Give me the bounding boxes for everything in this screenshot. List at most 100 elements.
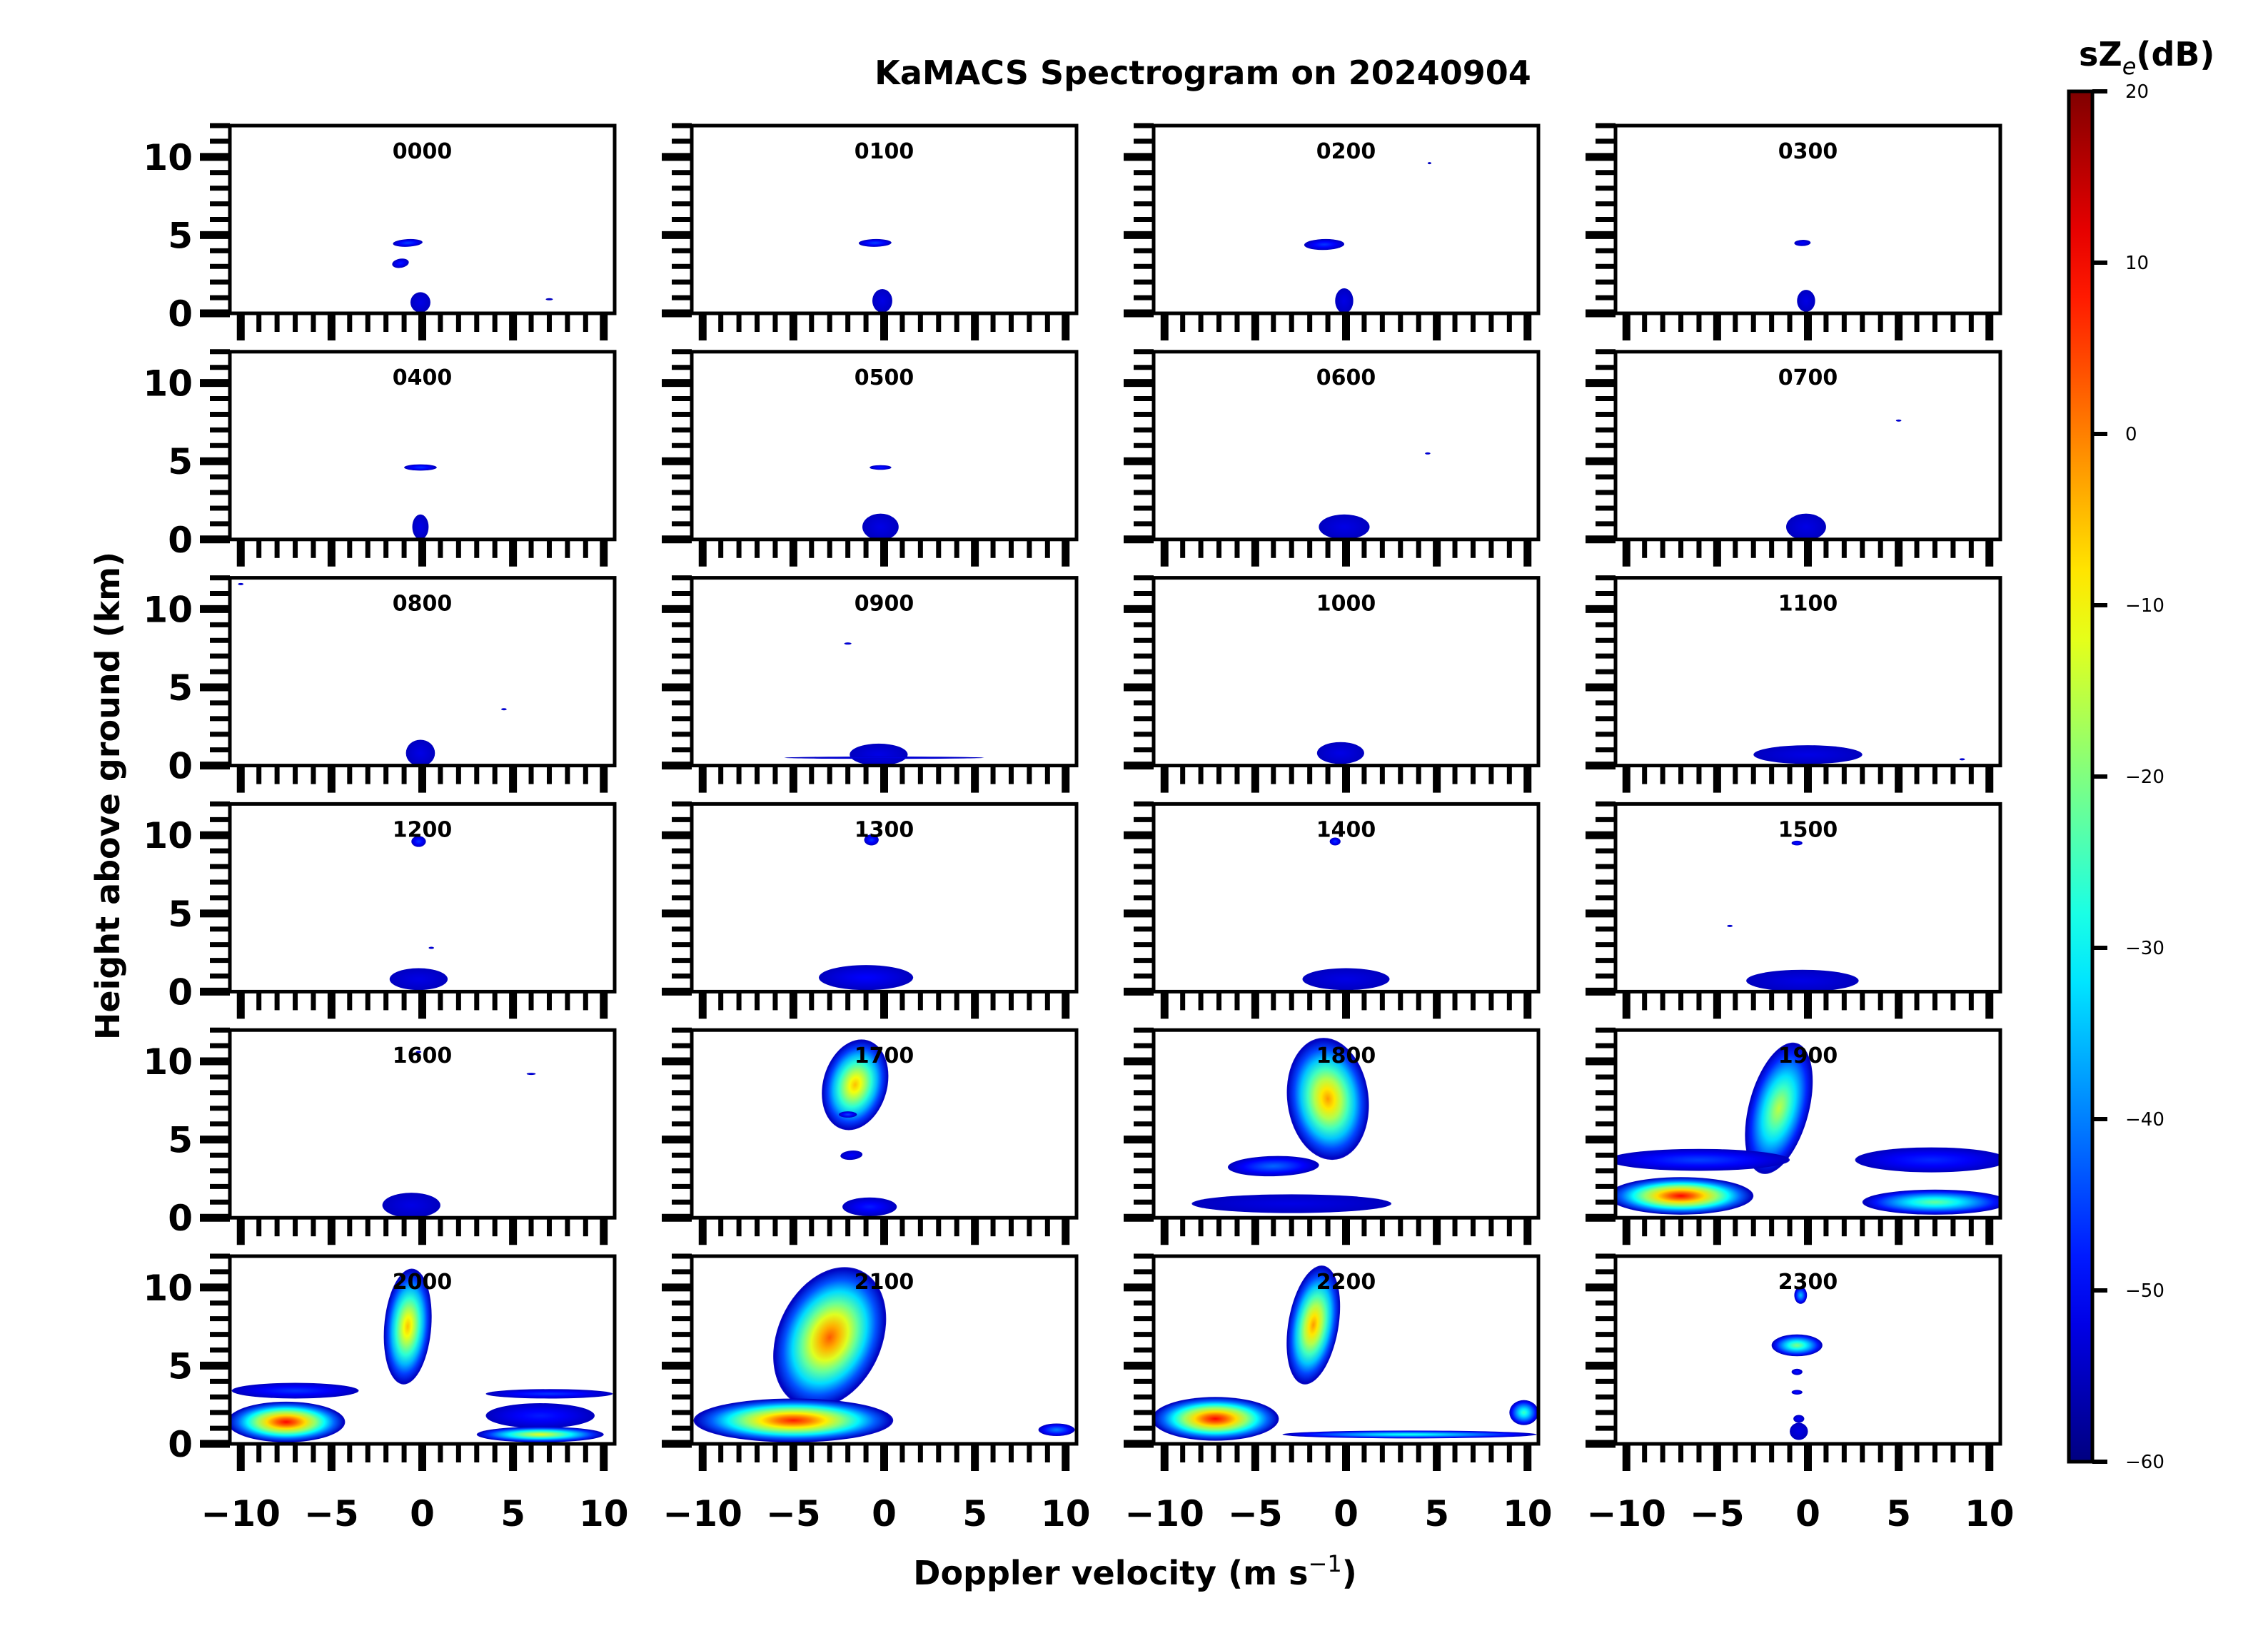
y-tick-label: 0 <box>168 1198 193 1239</box>
panel-1700: 1700 <box>662 1027 1079 1245</box>
x-tick-label: 0 <box>872 1493 897 1535</box>
echo-region <box>1335 288 1354 313</box>
colorbar-tick-label: −10 <box>2125 595 2164 617</box>
panel-time-label: 1800 <box>1316 1043 1376 1068</box>
echo-region <box>1509 1400 1538 1425</box>
panel-time-label: 2000 <box>393 1270 453 1295</box>
panel-echoes <box>862 465 899 540</box>
panel-background <box>230 1030 615 1218</box>
x-tick-label: −5 <box>1690 1493 1745 1535</box>
panel-time-label: 0300 <box>1778 139 1838 164</box>
colorbar: sZe(dB) 20 10 0 −10 −20 −30 −40 −50 −60 <box>2067 35 2214 1473</box>
x-axis-label-main: Doppler velocity (m s <box>913 1554 1308 1592</box>
panel-time-label: 1100 <box>1778 592 1838 617</box>
echo-region <box>485 1389 613 1399</box>
x-tick-label: 10 <box>1965 1493 2015 1535</box>
x-axis-label-superscript: −1 <box>1309 1550 1342 1577</box>
echo-region <box>1746 969 1859 992</box>
panel-time-label: 1900 <box>1778 1043 1838 1068</box>
x-tick-label: 10 <box>579 1493 629 1535</box>
echo-region <box>822 1039 889 1131</box>
echo-region <box>818 965 914 991</box>
echo-region <box>412 514 429 540</box>
panel-background <box>230 351 615 540</box>
echo-region <box>1790 1422 1808 1440</box>
x-axis-label: Doppler velocity (m s−1) <box>913 1550 1356 1592</box>
panel-time-label: 1500 <box>1778 817 1838 842</box>
panel-echoes <box>389 836 448 991</box>
panel-time-label: 1700 <box>855 1043 914 1068</box>
y-axis-label: Height above ground (km) <box>89 552 127 1040</box>
x-tick-label: −5 <box>1228 1493 1283 1535</box>
echo-region <box>1959 758 1965 761</box>
panel-1500: 1500 <box>1586 801 2002 1019</box>
echo-region <box>862 513 899 540</box>
panel-time-label: 1600 <box>393 1043 453 1068</box>
echo-region <box>784 756 984 759</box>
echo-region <box>501 708 507 711</box>
echo-region <box>872 289 892 313</box>
y-tick-label: 5 <box>168 1345 193 1387</box>
x-tick-label: 5 <box>500 1493 525 1535</box>
echo-region <box>1038 1423 1075 1437</box>
panel-1400: 1400 <box>1124 801 1541 1019</box>
x-tick-label: −10 <box>201 1493 281 1535</box>
echo-region <box>1316 742 1364 764</box>
panel-time-label: 0100 <box>855 139 914 164</box>
panel-0200: 0200 <box>1124 123 1541 340</box>
y-tick-label: 10 <box>143 589 193 630</box>
panel-1800: 1800 <box>1124 1027 1541 1245</box>
panel-time-label: 1400 <box>1316 817 1376 842</box>
echo-region <box>1616 1148 1790 1171</box>
x-tick-label: 10 <box>1041 1493 1091 1535</box>
echo-region <box>410 292 430 313</box>
panel-time-label: 2300 <box>1778 1270 1838 1295</box>
y-tick-label: 5 <box>168 894 193 935</box>
echo-region <box>1304 238 1345 251</box>
panel-echoes <box>1771 1286 1823 1440</box>
panel-1100: 1100 <box>1586 575 2002 793</box>
echo-region <box>383 1268 432 1385</box>
echo-region <box>231 1382 359 1399</box>
echo-region <box>1862 1189 2000 1215</box>
panel-time-label: 0000 <box>393 139 453 164</box>
panel-background <box>1154 351 1538 540</box>
echo-region <box>382 1193 440 1218</box>
panel-time-label: 0400 <box>393 365 453 390</box>
y-tick-label: 5 <box>168 667 193 709</box>
colorbar-tick-label: −30 <box>2125 938 2164 959</box>
panel-background <box>1616 351 2000 540</box>
echo-region <box>1793 1415 1805 1423</box>
panel-time-label: 1200 <box>393 817 453 842</box>
y-tick-label: 0 <box>168 1424 193 1465</box>
panel-background <box>1616 126 2000 313</box>
panel-time-label: 0700 <box>1778 365 1838 390</box>
colorbar-tick-label: −60 <box>2125 1452 2164 1473</box>
echo-region <box>864 834 879 846</box>
panel-time-label: 0900 <box>855 592 914 617</box>
echo-region <box>1895 419 1902 422</box>
panel-0300: 0300 <box>1586 123 2002 340</box>
echo-region <box>1329 837 1341 846</box>
echo-region <box>1753 745 1863 764</box>
panel-background <box>230 126 615 313</box>
echo-region <box>405 739 435 766</box>
panel-echoes <box>1154 1265 1538 1441</box>
colorbar-tick-label: −50 <box>2125 1280 2164 1302</box>
echo-region <box>1302 968 1390 991</box>
y-tick-label: 0 <box>168 746 193 787</box>
y-tick-label: 10 <box>143 363 193 405</box>
panel-2000: 0 5 10 −10 −5 0 5 10 2000 <box>143 1253 629 1535</box>
echo-region <box>1427 162 1431 165</box>
x-tick-label: −10 <box>1125 1493 1204 1535</box>
figure-title: KaMACS Spectrogram on 20240904 <box>875 54 1531 92</box>
panel-background <box>230 577 615 766</box>
panel-time-label: 0800 <box>393 592 453 617</box>
x-axis-label-close: ) <box>1342 1554 1357 1592</box>
panel-time-label: 2100 <box>855 1270 914 1295</box>
echo-region <box>545 298 553 300</box>
colorbar-tick-label: 10 <box>2125 253 2149 274</box>
colorbar-gradient <box>2067 89 2095 1464</box>
echo-region <box>838 1111 857 1118</box>
